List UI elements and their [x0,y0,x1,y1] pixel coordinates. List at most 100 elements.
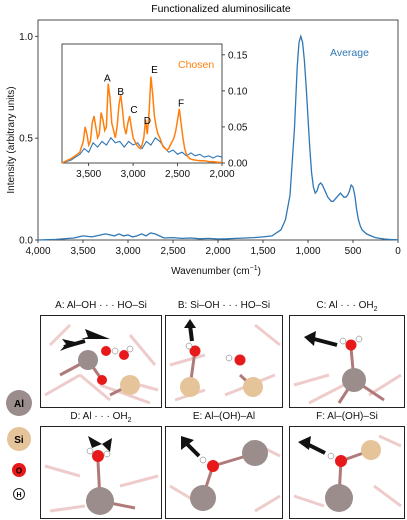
inset-series-average [61,136,223,164]
panel-a: A: Al–OH · · · HO–Si [40,300,162,408]
al-atom [190,485,216,511]
o-atom [207,460,219,472]
si-atom [361,440,381,460]
x-tick-label: 2,500 [160,246,185,257]
panel-d-structure [40,426,162,519]
inset-y-tick-label: 0.15 [228,50,248,61]
x-tick-label: 3,500 [70,246,95,257]
h-atom [185,342,193,350]
si-atom [180,377,200,397]
h-atom [111,347,119,355]
h-atom [199,456,207,464]
panel-c: C: Al · · · OH2 [289,300,405,408]
y-tick-label: 0.0 [19,236,33,247]
panel-b-structure [165,315,283,408]
al-atom [78,350,98,370]
x-tick-label: 3,000 [115,246,140,257]
motion-arrow-icon [81,329,110,339]
inset-y-tick-label: 0.10 [228,86,248,97]
h-atom [327,452,335,460]
peak-label: B [117,87,124,98]
h-atom-icon [13,488,25,500]
o-atom [189,345,201,357]
o-atom [97,375,107,385]
o-atom [92,450,104,462]
x-tick-label: 0 [395,246,401,257]
o-label: O [16,467,22,476]
panel-d-title: D: Al · · · OH2 [70,411,132,424]
peak-label: E [151,65,158,76]
y-axis-label: Intensity (arbitrary units) [6,86,17,193]
o-atom [234,354,246,366]
inset-x-tick-label: 3,500 [76,169,101,180]
al-label: Al [14,399,24,410]
panel-d: D: Al · · · OH2 [40,411,162,519]
h-atom [225,354,233,362]
o-atom [345,339,357,351]
panel-e: E: Al–(OH)–Al [165,411,283,519]
panel-a-title: A: Al–OH · · · HO–Si [55,300,147,311]
panel-b: B: Si–OH · · · HO–Si [165,300,283,408]
legend-chosen: Chosen [178,59,214,71]
panel-f: F: Al–(OH)–Si [289,411,405,519]
h-label: H [16,492,21,499]
main-plot-area: 4,000 3,500 3,000 2,500 2,000 1,500 1,000 500 0 0… [19,19,401,257]
inset-y-tick-label: 0.05 [228,122,248,133]
motion-arrow-icon [102,438,112,452]
y-tick-label: 1.0 [19,32,33,43]
series-line-average [37,34,399,241]
peak-label: D [144,116,151,127]
h-atom [355,335,363,343]
al-atom [342,368,366,392]
x-axis-label: Wavenumber (cm−1) [171,265,261,277]
x-tick-label: 2,000 [205,246,230,257]
panel-e-structure [165,426,283,519]
o-atom [101,346,111,356]
o-atom [335,455,347,467]
panel-f-title: F: Al–(OH)–Si [316,411,378,422]
panel-c-structure [289,315,405,408]
structure-panels: Al Si O H A: Al–OH · · · HO–Si [0,292,407,520]
panel-a-structure [40,315,162,408]
h-atom [86,447,94,455]
h-atom [103,450,111,458]
si-atom [243,377,263,397]
si-atom-icon [7,427,31,451]
al-atom-icon [6,390,32,416]
x-tick-label: 1,000 [295,246,320,257]
x-tick-label: 4,000 [25,246,50,257]
legend-average: Average [330,47,369,59]
x-tick-label: 1,500 [250,246,275,257]
chart-title: Functionalized aluminosilicate [151,3,291,15]
motion-arrow-icon [298,436,311,450]
inset-x-tick-label: 3,000 [121,169,146,180]
motion-arrow-icon [181,436,194,450]
inset-x-tick-label: 2,500 [165,169,190,180]
si-label: Si [14,435,24,446]
h-atom [339,337,347,345]
panel-f-structure [289,426,405,519]
peak-label: C [130,105,137,116]
motion-arrow-icon [304,331,316,346]
inset-series-chosen [61,76,222,164]
h-atom [126,345,134,353]
panel-e-title: E: Al–(OH)–Al [192,411,256,422]
motion-arrow-icon [184,319,196,328]
inset-x-tick-label: 2,000 [209,169,234,180]
x-tick-label: 500 [345,246,362,257]
spectrum-chart: Functionalized aluminosilicate 4,000 3,50… [6,3,401,277]
panel-c-title: C: Al · · · OH2 [316,300,378,313]
panel-b-title: B: Si–OH · · · HO–Si [177,300,271,311]
peak-label: F [178,99,184,110]
al-atom [242,440,268,466]
motion-arrow-icon [88,436,102,448]
al-atom [325,484,353,512]
y-tick-label: 0.5 [19,134,33,145]
si-atom [120,375,140,395]
peak-label: A [104,74,111,85]
o-atom-icon [12,463,26,477]
o-atom [119,350,129,360]
inset-y-tick-label: 0.00 [228,159,248,170]
atom-legend: Al Si O H [6,390,32,500]
